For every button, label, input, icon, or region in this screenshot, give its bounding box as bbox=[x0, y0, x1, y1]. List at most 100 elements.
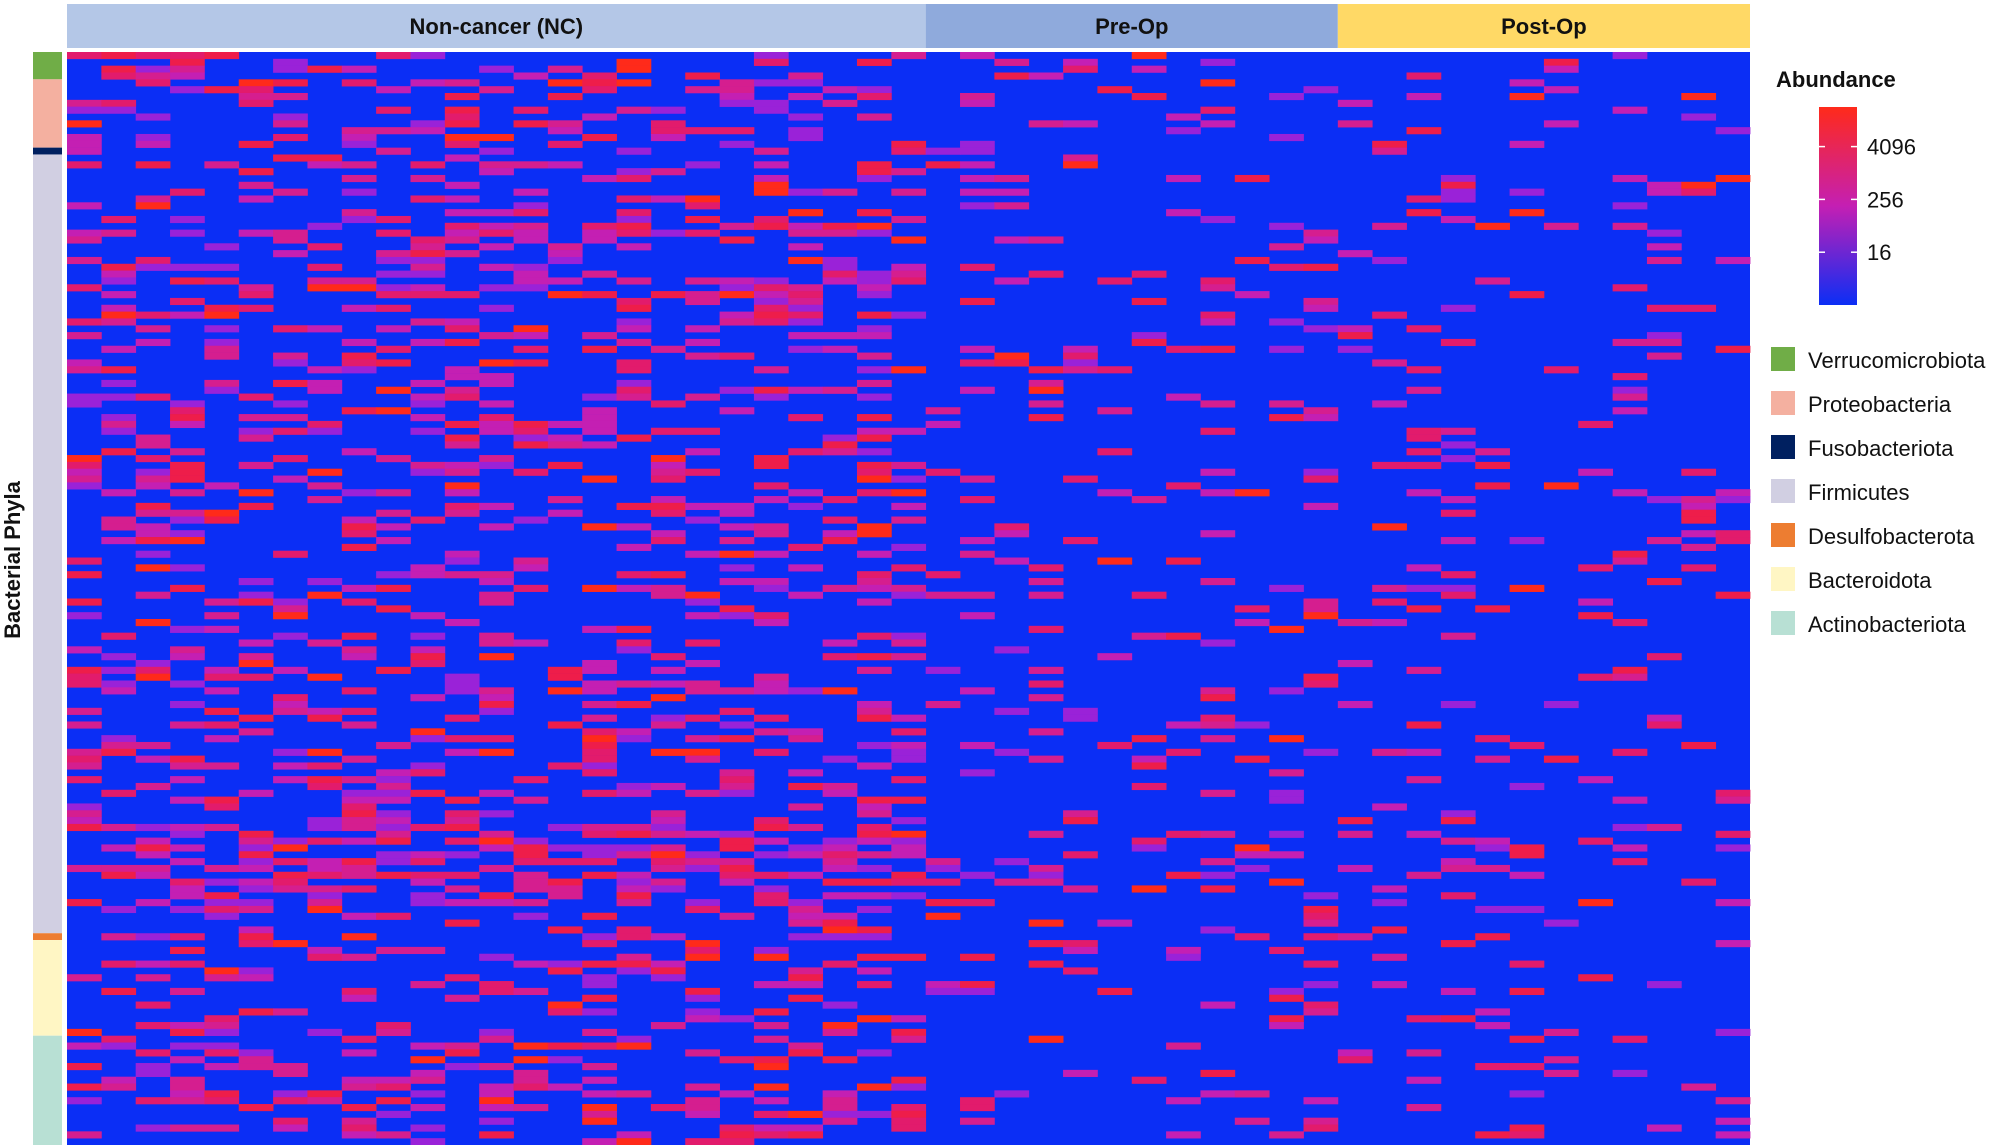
heatmap-cell bbox=[1440, 509, 1476, 517]
heatmap-cell bbox=[822, 1097, 858, 1105]
heatmap-cell bbox=[204, 1049, 240, 1057]
heatmap-cell bbox=[582, 427, 617, 435]
heatmap-cell bbox=[376, 455, 411, 463]
heatmap-cell bbox=[1372, 359, 1407, 367]
heatmap-cell bbox=[753, 188, 789, 196]
heatmap-cell bbox=[1681, 181, 1717, 189]
heatmap-cell bbox=[513, 885, 549, 893]
heatmap-cell bbox=[273, 1008, 308, 1016]
heatmap-cell bbox=[1440, 858, 1476, 866]
heatmap-cell bbox=[856, 277, 892, 285]
heatmap-cell bbox=[204, 1090, 240, 1098]
column-group-label: Non-cancer (NC) bbox=[410, 14, 584, 39]
heatmap-cell bbox=[1269, 1131, 1304, 1139]
heatmap-cell bbox=[994, 277, 1030, 285]
heatmap-cell bbox=[376, 871, 411, 879]
heatmap-cell bbox=[1440, 591, 1476, 599]
heatmap-cell bbox=[101, 933, 137, 941]
heatmap-cell bbox=[1200, 858, 1236, 866]
heatmap-cell bbox=[1063, 352, 1098, 360]
heatmap-cell bbox=[1440, 195, 1476, 203]
heatmap-cell bbox=[1303, 502, 1339, 510]
heatmap-cell bbox=[719, 352, 755, 360]
heatmap-cell bbox=[685, 338, 720, 347]
heatmap-cell bbox=[238, 195, 274, 203]
heatmap-cell bbox=[273, 113, 308, 121]
heatmap-cell bbox=[891, 755, 927, 763]
heatmap-cell bbox=[101, 748, 137, 756]
heatmap-cell bbox=[891, 543, 927, 551]
heatmap-cell bbox=[307, 885, 343, 893]
heatmap-cell bbox=[1200, 721, 1236, 729]
heatmap-cell bbox=[1509, 209, 1545, 217]
heatmap-cell bbox=[135, 475, 171, 483]
heatmap-cell bbox=[1440, 496, 1476, 504]
heatmap-cell bbox=[170, 1090, 205, 1098]
heatmap-cell bbox=[238, 92, 274, 101]
heatmap-cell bbox=[1234, 291, 1270, 299]
heatmap-cell bbox=[444, 796, 480, 804]
heatmap-cell bbox=[410, 789, 446, 797]
heatmap-cell bbox=[1440, 304, 1476, 312]
heatmap-cell bbox=[547, 666, 583, 674]
heatmap-cell bbox=[135, 393, 171, 401]
heatmap-cell bbox=[1234, 605, 1270, 613]
heatmap-cell bbox=[1509, 291, 1545, 299]
heatmap-cell bbox=[685, 427, 720, 435]
heatmap-cell bbox=[1372, 899, 1407, 907]
heatmap-cell bbox=[650, 858, 686, 866]
heatmap-cell bbox=[788, 133, 824, 142]
heatmap-cell bbox=[925, 571, 961, 579]
heatmap-cell bbox=[891, 776, 927, 784]
legend-swatch bbox=[1771, 391, 1795, 415]
heatmap-cell bbox=[1303, 933, 1339, 941]
heatmap-cell bbox=[1475, 605, 1510, 613]
heatmap-cell bbox=[685, 858, 720, 866]
heatmap-cell bbox=[67, 52, 102, 60]
heatmap-cell bbox=[719, 769, 755, 777]
heatmap-cell bbox=[479, 653, 514, 661]
heatmap-cell bbox=[856, 571, 892, 579]
heatmap-cell bbox=[1337, 817, 1373, 825]
heatmap-cell bbox=[67, 393, 102, 401]
heatmap-cell bbox=[891, 871, 927, 879]
heatmap-cell bbox=[856, 427, 892, 435]
heatmap-cell bbox=[1303, 892, 1339, 900]
heatmap-cell bbox=[1440, 1015, 1476, 1023]
heatmap-cell bbox=[479, 373, 514, 381]
heatmap-cell bbox=[170, 530, 205, 538]
heatmap-cell bbox=[960, 981, 995, 989]
heatmap-cell bbox=[513, 912, 549, 920]
heatmap-cell bbox=[1063, 885, 1098, 893]
heatmap-cell bbox=[1578, 899, 1614, 907]
heatmap-cell bbox=[479, 830, 514, 838]
heatmap-cell bbox=[822, 837, 858, 845]
heatmap-cell bbox=[788, 543, 824, 551]
heatmap-cell bbox=[650, 168, 686, 176]
heatmap-cell bbox=[822, 584, 858, 592]
heatmap-cell bbox=[685, 748, 720, 756]
heatmap-cell bbox=[582, 755, 617, 763]
heatmap-cell bbox=[753, 1022, 789, 1030]
heatmap-cell bbox=[891, 748, 927, 756]
heatmap-cell bbox=[307, 284, 343, 292]
heatmap-cell bbox=[753, 885, 789, 893]
heatmap-cell bbox=[204, 86, 240, 94]
heatmap-cell bbox=[960, 99, 995, 107]
heatmap-cell bbox=[719, 222, 755, 230]
heatmap-cell bbox=[273, 1090, 308, 1098]
heatmap-cell bbox=[1166, 113, 1201, 121]
heatmap-cell bbox=[1337, 332, 1373, 340]
heatmap-cell bbox=[376, 523, 411, 531]
heatmap-cell bbox=[891, 953, 927, 961]
heatmap-cell bbox=[479, 1097, 514, 1105]
heatmap-cell bbox=[1269, 92, 1304, 101]
heatmap-cell bbox=[101, 304, 137, 312]
heatmap-cell bbox=[856, 161, 892, 169]
heatmap-cell bbox=[582, 823, 617, 832]
heatmap-cell bbox=[650, 830, 686, 838]
heatmap-cell bbox=[1063, 707, 1098, 715]
heatmap-cell bbox=[238, 659, 274, 668]
heatmap-cell bbox=[135, 899, 171, 907]
